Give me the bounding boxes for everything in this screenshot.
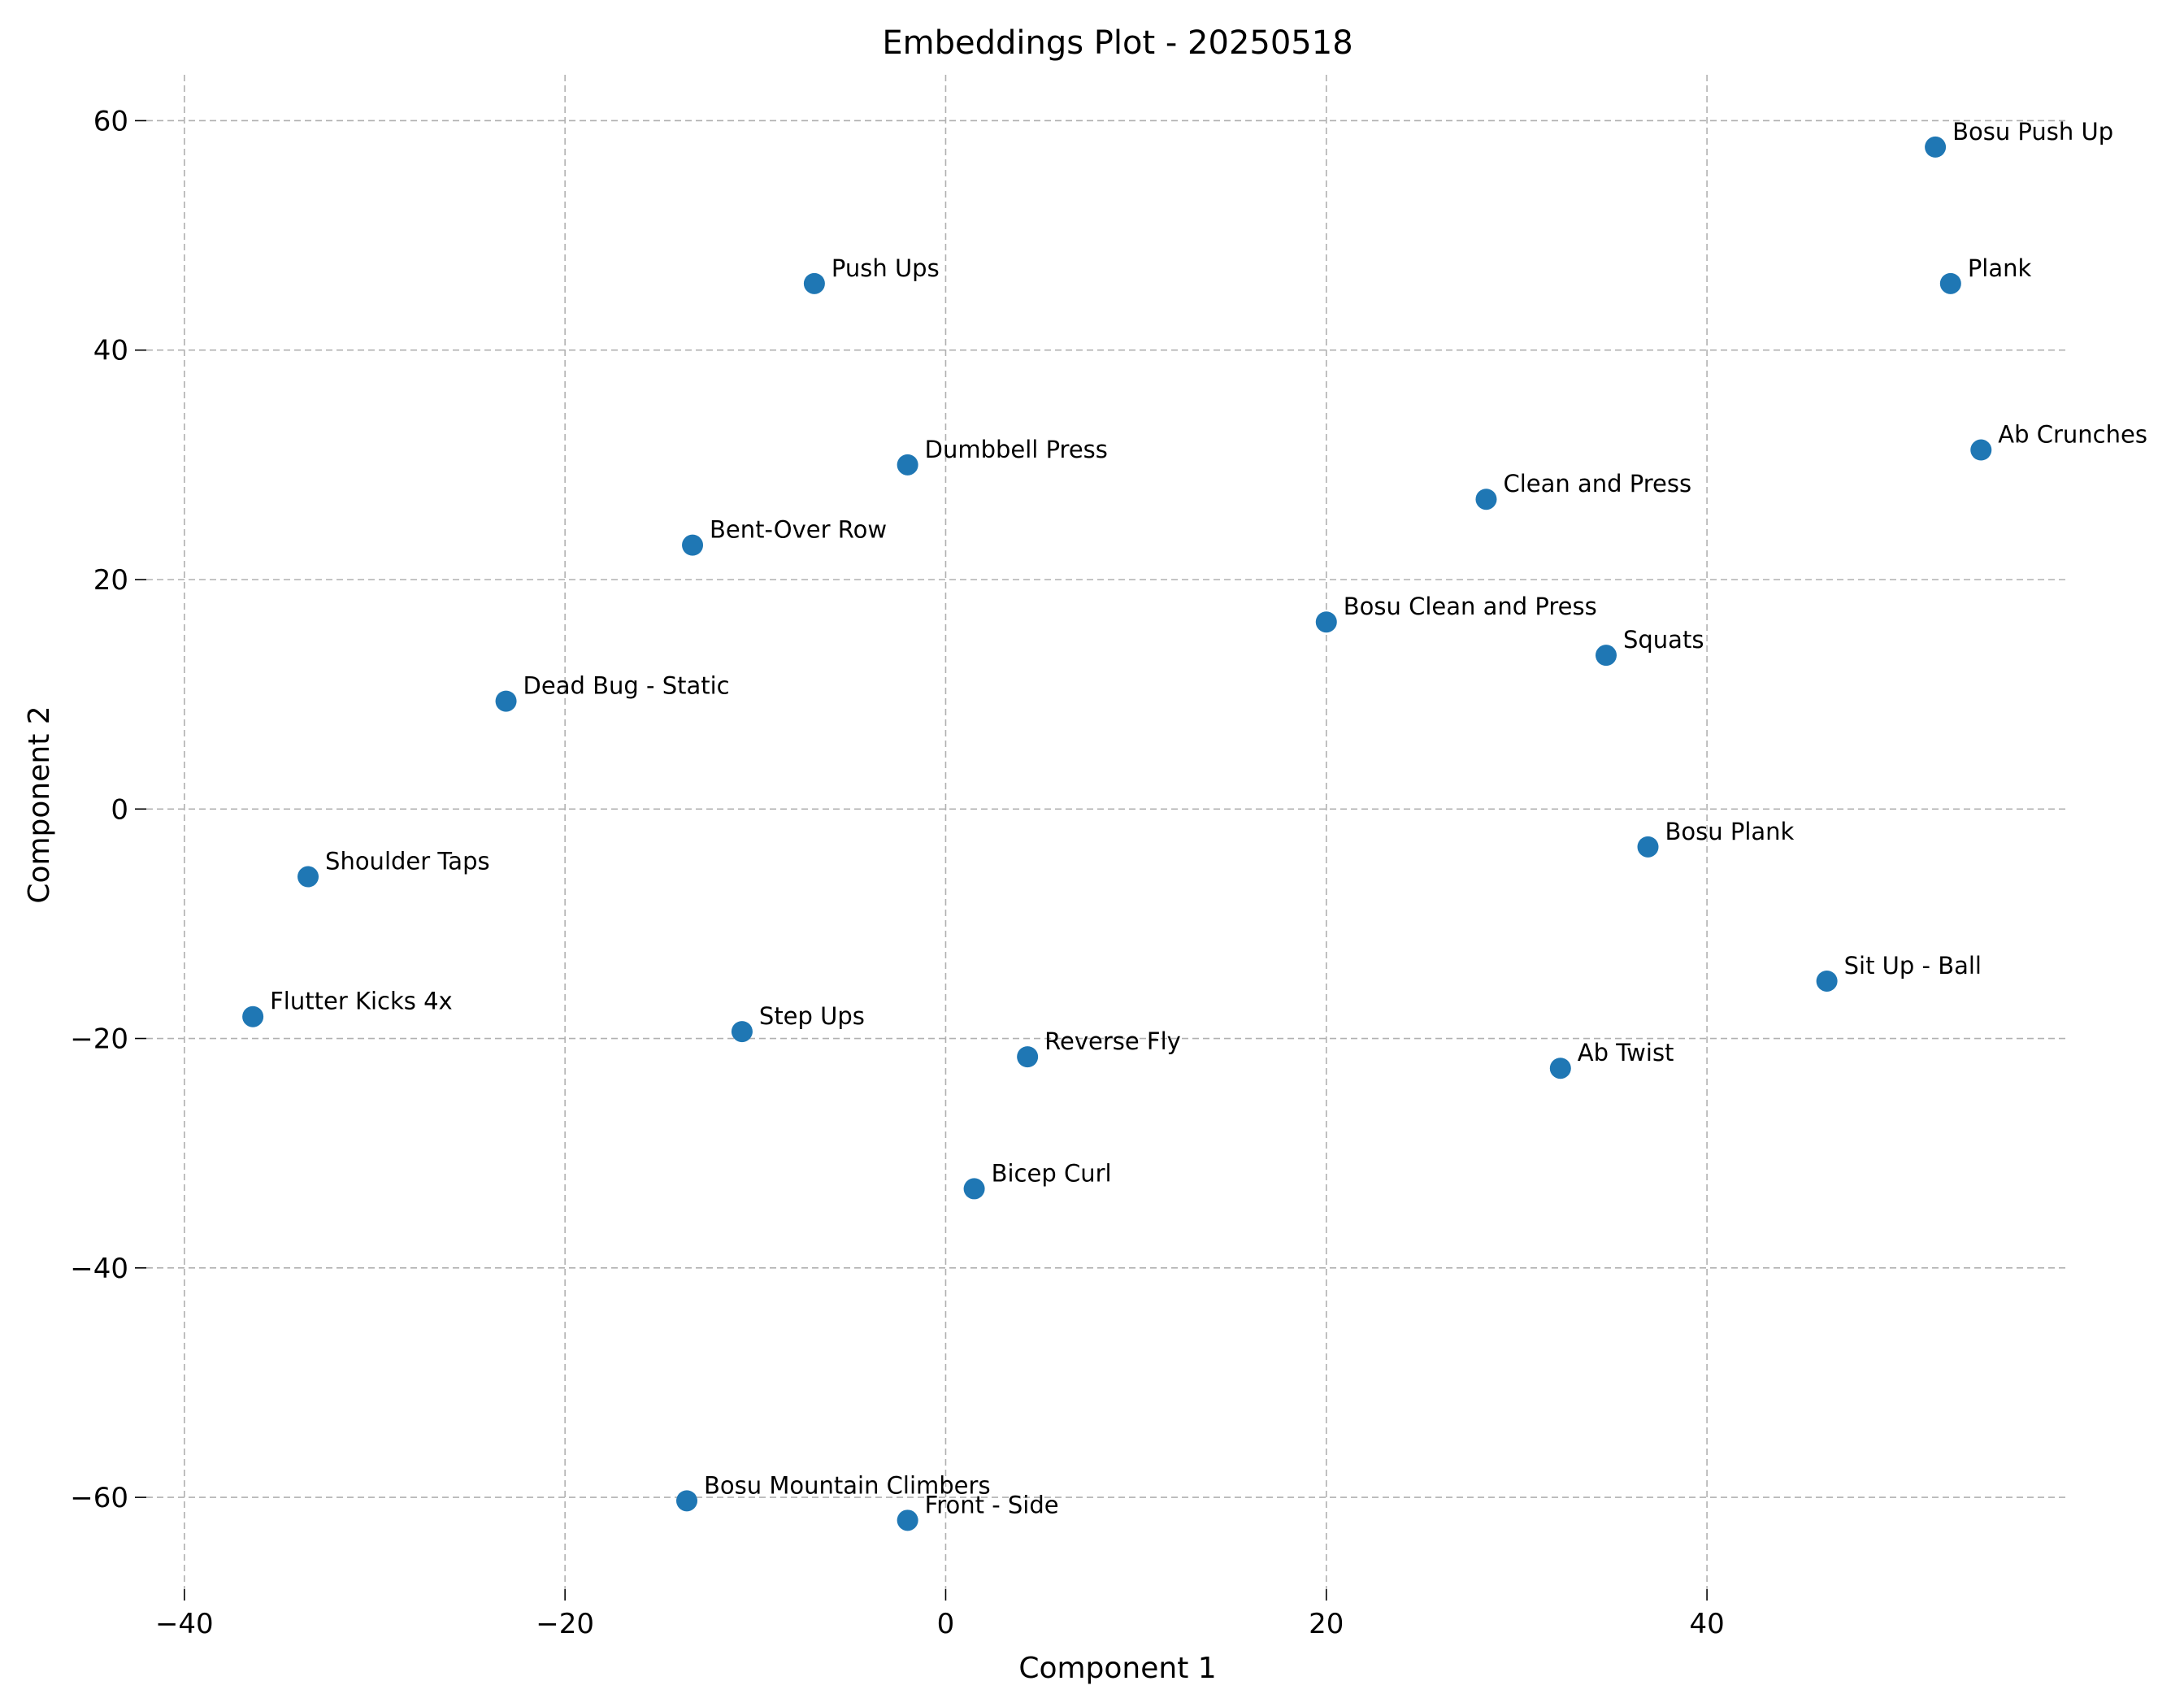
y-tick-label: 20: [93, 564, 128, 597]
data-point: [1637, 836, 1659, 858]
data-point-label: Ab Crunches: [1998, 421, 2147, 449]
x-tick-label: 0: [937, 1608, 955, 1640]
x-tick-label: −20: [536, 1608, 594, 1640]
chart-title: Embeddings Plot - 20250518: [882, 24, 1353, 62]
data-point-label: Dumbbell Press: [925, 436, 1108, 463]
data-point-label: Shoulder Taps: [325, 848, 490, 875]
data-point-label: Front - Side: [925, 1491, 1059, 1518]
y-tick-label: −20: [70, 1023, 128, 1056]
x-axis-label: Component 1: [1018, 1652, 1216, 1685]
data-point-label: Bosu Mountain Climbers: [704, 1471, 991, 1499]
y-tick-label: 60: [93, 105, 128, 137]
y-tick-label: −60: [70, 1482, 128, 1514]
data-point-label: Bosu Plank: [1665, 818, 1795, 845]
data-point: [897, 1509, 918, 1531]
data-points: [242, 136, 1992, 1531]
data-point: [1925, 136, 1947, 158]
data-point: [803, 272, 825, 294]
data-point: [897, 454, 918, 476]
data-point-label: Flutter Kicks 4x: [270, 988, 453, 1015]
data-point-label: Bosu Clean and Press: [1344, 593, 1597, 620]
data-point: [297, 866, 319, 888]
data-point: [242, 1006, 264, 1027]
data-point-label: Dead Bug - Static: [523, 672, 730, 700]
data-point: [495, 690, 517, 712]
data-point: [1549, 1058, 1571, 1079]
data-point: [1017, 1046, 1039, 1068]
data-point-label: Plank: [1968, 254, 2032, 282]
y-tick-label: 0: [111, 793, 128, 826]
data-point: [963, 1178, 985, 1200]
x-tick-label: 20: [1309, 1608, 1344, 1640]
y-tick-label: −40: [70, 1253, 128, 1285]
data-point: [1816, 970, 1838, 992]
grid-lines: [146, 75, 2069, 1589]
data-point-label: Step Ups: [759, 1002, 865, 1030]
data-point-label: Squats: [1623, 626, 1704, 654]
data-point-label: Reverse Fly: [1044, 1027, 1181, 1055]
data-point: [1315, 611, 1337, 633]
data-point: [1970, 439, 1992, 461]
data-point: [676, 1490, 698, 1512]
data-point-label: Bosu Push Up: [1952, 118, 2113, 146]
data-point: [1595, 645, 1617, 667]
axis-ticks: −40 −20 0 20 40 −60 −40 −20 0 20 40 60: [70, 105, 1724, 1640]
data-point: [731, 1021, 753, 1043]
data-point-label: Ab Twist: [1578, 1039, 1674, 1066]
data-labels: Bosu Push Up Plank Ab Crunches Push Ups Dumb…: [270, 118, 2147, 1518]
data-point: [682, 534, 704, 556]
data-point-label: Sit Up - Ball: [1844, 952, 1982, 979]
data-point-label: Bent-Over Row: [710, 516, 887, 544]
y-tick-label: 40: [93, 335, 128, 367]
data-point-label: Bicep Curl: [992, 1159, 1112, 1187]
data-point: [1475, 489, 1497, 510]
data-point-label: Clean and Press: [1503, 470, 1691, 497]
x-tick-label: 40: [1689, 1608, 1724, 1640]
x-tick-label: −40: [155, 1608, 214, 1640]
y-axis-label: Component 2: [23, 706, 56, 903]
data-point: [1939, 272, 1961, 294]
data-point-label: Push Ups: [831, 254, 940, 282]
